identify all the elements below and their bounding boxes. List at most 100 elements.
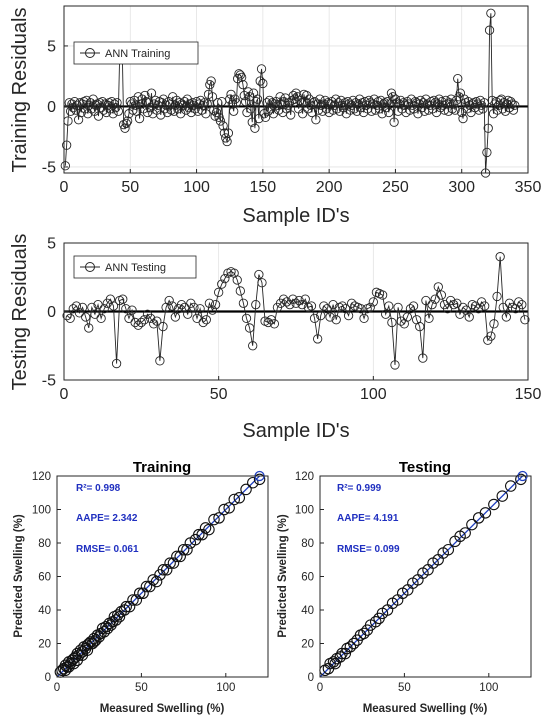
residual-point (71, 105, 81, 115)
residual-point (176, 109, 186, 119)
legend-label: ANN Testing (105, 262, 166, 274)
residual-point (145, 313, 156, 323)
residual-point (300, 294, 310, 304)
residual-point (254, 269, 264, 280)
residual-point (381, 309, 391, 319)
residual-point (332, 104, 342, 114)
residual-point (508, 105, 519, 115)
residual-point (390, 360, 400, 370)
y-tick-label: -5 (42, 160, 56, 177)
residual-point (77, 302, 88, 313)
residual-point (424, 313, 434, 323)
x-tick-label: 150 (515, 386, 542, 403)
residual-point (450, 105, 460, 115)
residual-point (146, 88, 157, 98)
scatter-point (73, 649, 85, 661)
y-tick-label: 120 (32, 471, 51, 483)
residual-point (345, 105, 356, 115)
residual-point (312, 99, 322, 109)
residual-point (453, 73, 463, 84)
residual-point (108, 109, 118, 119)
residual-point (284, 98, 295, 108)
residual-point (286, 110, 296, 120)
x-tick-label: 0 (54, 682, 60, 694)
scatter-point (85, 636, 97, 648)
residual-point (176, 299, 187, 310)
residual-point (144, 98, 154, 108)
residual-point (183, 309, 193, 319)
residual-point (232, 275, 242, 285)
residual-point (398, 98, 409, 108)
training-residuals-axes (64, 6, 528, 173)
x-tick-label: 350 (515, 179, 542, 196)
scatter-point (98, 626, 111, 638)
residual-point (229, 106, 239, 116)
residual-point (108, 301, 119, 311)
residual-point (255, 76, 265, 86)
x-tick-label: 100 (216, 682, 235, 694)
training-residuals-xticks: 0 50 100 150 200 250 300 350 (60, 169, 542, 196)
residual-point (128, 105, 138, 115)
training-residuals-frame (63, 5, 529, 174)
x-tick-label: 50 (135, 682, 148, 694)
residual-point (217, 279, 227, 289)
residual-point (252, 94, 263, 104)
residual-point (278, 294, 289, 304)
residual-point (152, 316, 162, 326)
residual-point (309, 313, 320, 323)
residual-point (343, 310, 354, 321)
scatter-point (127, 594, 139, 606)
training-scatter-panel: 0 50 100 0 20 40 60 80 100 120 Training R²= 0.99… (13, 459, 269, 715)
x-tick-label: 200 (316, 179, 343, 196)
residual-point (201, 315, 211, 325)
residual-point (155, 356, 165, 366)
residual-point (510, 100, 520, 110)
residual-point (307, 107, 317, 118)
x-tick-label: 0 (60, 179, 69, 196)
residual-point (118, 294, 128, 304)
residual-point (213, 98, 223, 108)
x-tick-label: 100 (479, 682, 498, 694)
residual-point (263, 106, 273, 116)
scatter-point (130, 594, 143, 606)
residual-point (377, 290, 388, 300)
residual-point (251, 299, 261, 310)
residual-point (60, 161, 70, 171)
training-scatter-xlabel: Measured Swelling (%) (100, 703, 225, 715)
scatter-point (137, 587, 149, 599)
scatter-point (193, 528, 205, 541)
training-residuals-ylabel: Training Residuals (9, 8, 31, 173)
scatter-point (171, 550, 183, 563)
y-tick-label: 60 (38, 572, 51, 584)
residual-point (215, 116, 226, 126)
residual-point (433, 282, 443, 292)
residual-point (258, 78, 268, 89)
rmse-annotation: RMSE= 0.061 (76, 544, 139, 555)
residual-point (218, 121, 228, 131)
rmse-annotation: RMSE= 0.099 (337, 544, 400, 555)
y-tick-label: 20 (38, 639, 51, 651)
residual-point (84, 323, 94, 333)
training-residuals-xlabel: Sample ID's (242, 205, 349, 227)
residual-point (285, 299, 295, 310)
residual-point (219, 128, 230, 138)
residual-point (235, 70, 245, 80)
scatter-point (344, 641, 357, 653)
residual-point (241, 313, 252, 323)
scatter-point (181, 543, 193, 556)
residual-point (325, 312, 335, 322)
residual-point (291, 298, 301, 308)
legend-box (73, 255, 197, 279)
residual-point (457, 107, 467, 118)
residual-point (260, 112, 271, 122)
scatter-point (479, 507, 492, 519)
scatter-point (208, 513, 220, 526)
residual-point (359, 313, 369, 323)
scatter-point (71, 647, 84, 660)
scatter-point (233, 492, 246, 504)
residual-point (209, 105, 219, 115)
scatter-point (240, 483, 252, 496)
scatter-point (110, 614, 122, 626)
residual-point (130, 100, 141, 110)
residual-point (389, 117, 399, 127)
